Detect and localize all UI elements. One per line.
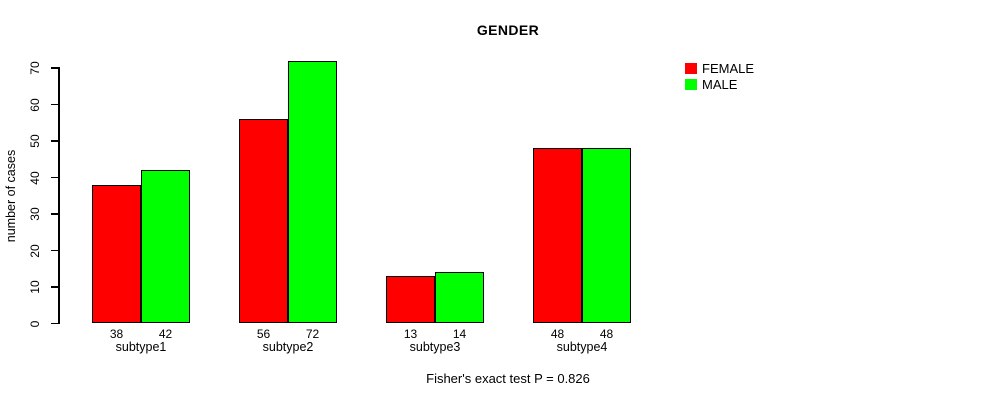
bar-male-subtype3 [435,272,484,324]
bar-value-label: 48 [550,327,565,341]
annotation-text: Fisher's exact test P = 0.826 [426,371,590,386]
bar-female-subtype3 [386,276,435,324]
bar-male-subtype1 [141,170,190,324]
y-tick [51,140,58,142]
y-tick [51,213,58,215]
legend-swatch [685,79,697,90]
bar-value-label: 42 [158,327,173,341]
y-tick [51,176,58,179]
y-tick [51,249,58,252]
y-tick-label: 70 [28,61,42,75]
y-tick-label: 40 [28,170,42,185]
legend-label: FEMALE [702,61,755,76]
bar-female-subtype2 [239,119,288,324]
x-category-label: subtype4 [556,340,608,354]
bar-female-subtype4 [533,148,582,324]
y-tick-label: 10 [28,280,42,294]
y-tick-label: 30 [28,207,42,221]
legend-swatch [685,63,697,74]
bar-male-subtype2 [288,60,337,324]
legend-label: MALE [702,77,738,92]
y-tick-label: 50 [28,134,42,148]
legend-item-male: MALE [685,78,754,91]
x-category-label: subtype3 [409,340,461,354]
bar-value-label: 48 [599,327,614,341]
y-tick-label: 0 [28,320,42,327]
y-tick [51,67,58,69]
bar-value-label: 56 [256,327,271,341]
bar-value-label: 13 [403,327,418,341]
bar-value-label: 38 [109,327,124,341]
y-tick [51,322,58,325]
legend-item-female: FEMALE [685,62,754,75]
y-tick-label: 60 [28,97,42,112]
bar-female-subtype1 [92,184,141,324]
y-tick-label: 20 [28,243,42,258]
x-category-label: subtype2 [262,340,314,354]
y-axis-line [58,67,60,324]
bar-value-label: 14 [452,327,467,341]
y-tick [51,286,58,288]
bar-value-label: 72 [305,327,320,341]
y-tick [51,103,58,106]
x-category-label: subtype1 [115,340,167,354]
y-axis-label: number of cases [4,149,18,243]
chart-title: GENDER [476,22,540,38]
legend: FEMALE MALE [685,62,754,94]
bar-male-subtype4 [582,148,631,324]
